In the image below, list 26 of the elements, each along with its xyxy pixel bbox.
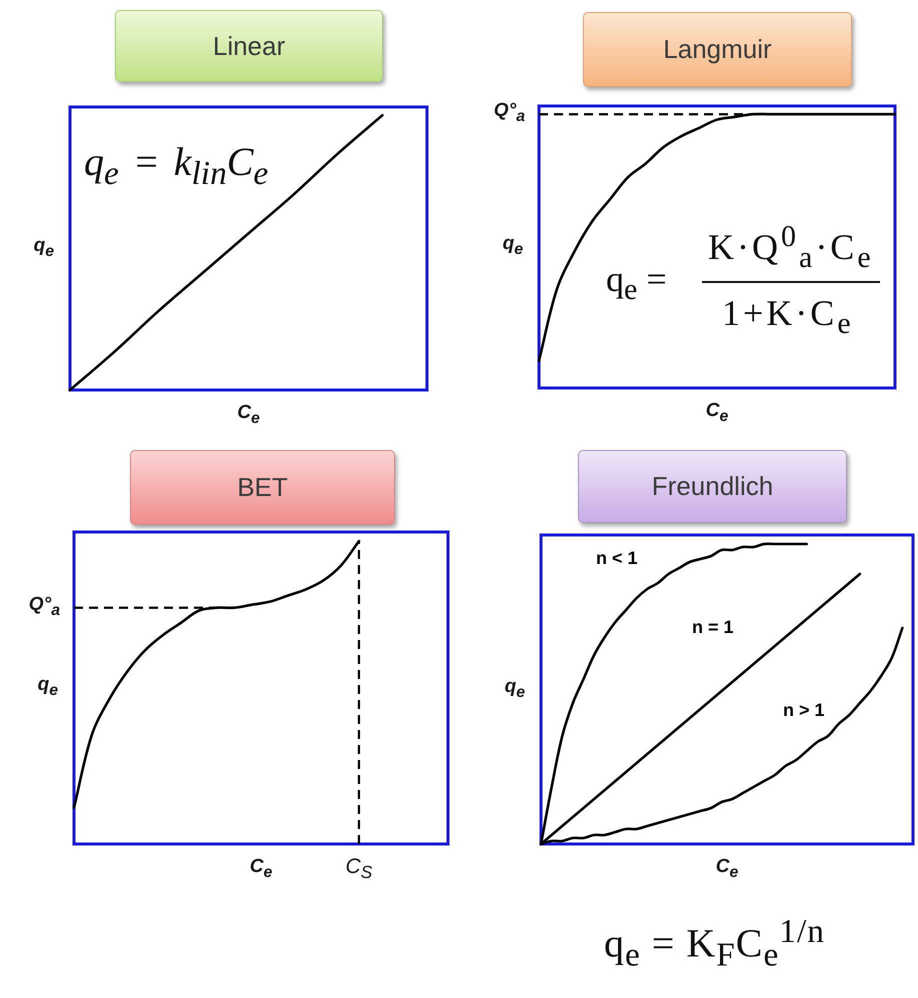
y-axis-title: q$_{e}$ [34, 234, 54, 262]
title-box: Freundlich [578, 450, 847, 523]
y-axis-title: q$_{e}$ [38, 674, 58, 701]
annotation: q$_{e}$ = [606, 258, 667, 308]
annotation: 1+K·C$_{e}$ [722, 292, 854, 342]
chart-title: BET [237, 472, 288, 503]
x-axis-title: C$_{e}$ [250, 856, 272, 883]
title-box: Langmuir [583, 12, 852, 87]
chart-title: Freundlich [652, 471, 774, 502]
title-box: BET [130, 450, 395, 525]
ref-line-label: Q°$_{a}$ [494, 100, 525, 128]
x-axis-title: C$_{e}$ [237, 402, 260, 429]
ref-line-label: Q°$_{a}$ [28, 594, 60, 621]
title-box: Linear [115, 10, 383, 82]
series-label: n = 1 [692, 617, 734, 638]
y-axis-title: q$_{e}$ [504, 676, 525, 702]
x-axis-title: C$_{e}$ [716, 856, 738, 883]
x-axis-title: C$_{e}$ [706, 400, 728, 427]
chart-title: Langmuir [663, 34, 772, 65]
chart-title: Linear [212, 30, 286, 62]
series-label: n > 1 [783, 700, 825, 721]
y-axis-title: q$_{e}$ [502, 233, 523, 260]
text: C$_{S}$ [346, 855, 372, 882]
annotation: K·Q$^{0}$$_{a}$·C$_{e}$ [702, 214, 880, 284]
annotation: q$_{e}$ = k$_{lin}$C$_{e}$ [84, 139, 268, 194]
series-label: n < 1 [596, 548, 638, 569]
